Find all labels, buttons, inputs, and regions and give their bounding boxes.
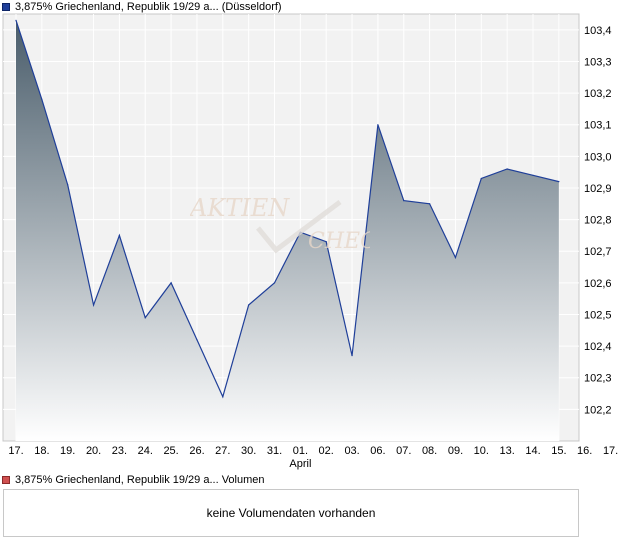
y-tick-label: 102,3: [584, 373, 612, 385]
price-point: [67, 184, 69, 186]
price-point: [222, 396, 224, 398]
x-tick-label: 17.: [603, 445, 618, 457]
x-tick-label: 24.: [138, 445, 153, 457]
y-tick-label: 103,4: [584, 25, 612, 37]
price-point: [170, 282, 172, 284]
x-tick-label: 01.: [293, 445, 308, 457]
volume-legend: 3,875% Griechenland, Republik 19/29 a...…: [2, 473, 265, 487]
price-area-fill: [16, 20, 559, 442]
x-tick-label: 09.: [448, 445, 463, 457]
x-tick-label: 16.: [577, 445, 592, 457]
y-tick-label: 102,6: [584, 278, 612, 290]
x-tick-label: 06.: [370, 445, 385, 457]
price-point: [480, 177, 482, 180]
x-tick-label: 07.: [396, 445, 411, 457]
x-tick-label: 17.: [8, 445, 23, 457]
y-tick-label: 102,8: [584, 215, 612, 227]
price-legend-label: 3,875% Griechenland, Republik 19/29 a...…: [15, 1, 282, 13]
price-point: [532, 174, 534, 176]
price-point: [118, 234, 120, 237]
price-point: [403, 200, 405, 202]
price-point: [351, 355, 353, 357]
x-tick-label: 18.: [34, 445, 49, 457]
x-tick-label: 02.: [319, 445, 334, 457]
volume-panel: keine Volumendaten vorhanden: [3, 489, 579, 537]
y-tick-label: 102,7: [584, 246, 612, 258]
x-tick-label: 15.: [551, 445, 566, 457]
price-line: [15, 20, 559, 399]
x-tick-label: 20.: [86, 445, 101, 457]
price-legend-swatch: [2, 3, 10, 11]
x-tick-label: 30.: [241, 445, 256, 457]
x-tick-label: 25.: [163, 445, 178, 457]
volume-legend-label: 3,875% Griechenland, Republik 19/29 a...…: [15, 474, 265, 486]
x-tick-label: 26.: [189, 445, 204, 457]
x-axis-labels: 17. 18. 19. 20. 23. 24. 25. 26. 27. 30. 31. 01. 02. 0…: [8, 445, 618, 470]
x-tick-label: 13.: [500, 445, 515, 457]
x-tick-label: 31.: [267, 445, 282, 457]
y-tick-label: 103,3: [584, 56, 612, 68]
y-tick-label: 103,0: [584, 151, 612, 163]
x-tick-label: 10.: [474, 445, 489, 457]
x-tick-label: 14.: [525, 445, 540, 457]
x-tick-label: 19.: [60, 445, 75, 457]
price-point: [454, 256, 457, 259]
price-point: [15, 19, 17, 21]
price-point: [299, 231, 301, 233]
price-point: [429, 203, 431, 205]
y-tick-label: 102,2: [584, 404, 612, 416]
price-point: [41, 98, 43, 100]
price-point: [248, 304, 250, 306]
volume-empty-message: keine Volumendaten vorhanden: [206, 506, 376, 520]
price-point: [92, 304, 95, 306]
price-point: [196, 339, 198, 341]
x-tick-label: 27.: [215, 445, 230, 457]
x-tick-label: 03.: [344, 445, 359, 457]
price-point: [506, 168, 508, 170]
x-month-label: April: [289, 458, 311, 470]
y-tick-label: 103,2: [584, 88, 612, 100]
price-point: [273, 282, 276, 284]
price-point: [144, 317, 146, 319]
price-area: [15, 19, 560, 442]
y-tick-label: 102,4: [584, 341, 612, 353]
price-point: [325, 241, 327, 243]
x-tick-label: 08.: [422, 445, 437, 457]
price-point: [558, 181, 560, 183]
y-tick-label: 103,1: [584, 120, 612, 132]
y-axis-labels: 102,2 102,3 102,4 102,5 102,6 102,7 102,8 102,9…: [584, 25, 612, 417]
price-chart: 102,2 102,3 102,4 102,5 102,6 102,7 102,8 102,9…: [2, 13, 618, 470]
x-tick-label: 23.: [112, 445, 127, 457]
price-point: [377, 124, 379, 126]
y-tick-label: 102,5: [584, 310, 612, 322]
price-legend: 3,875% Griechenland, Republik 19/29 a...…: [2, 0, 282, 14]
y-tick-label: 102,9: [584, 183, 612, 195]
volume-legend-swatch: [2, 476, 10, 484]
